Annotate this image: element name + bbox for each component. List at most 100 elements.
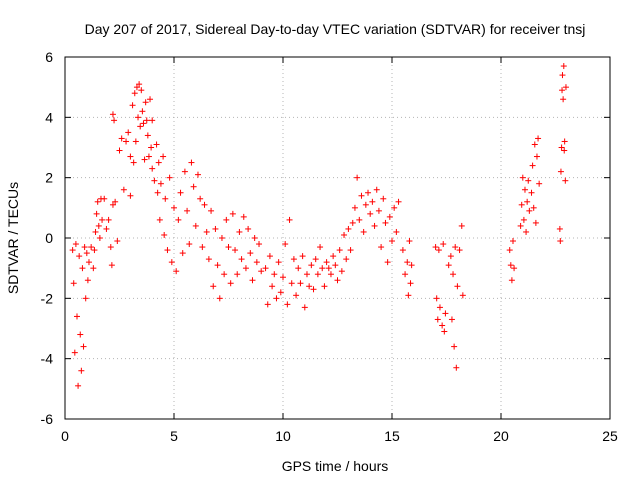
y-tick-label: -6 (41, 411, 54, 427)
data-point (262, 265, 269, 272)
data-point (175, 216, 182, 223)
y-tick-label: 2 (45, 170, 53, 186)
data-point (531, 141, 538, 148)
data-point (536, 180, 543, 187)
data-point (323, 259, 330, 266)
data-point (399, 247, 406, 254)
data-point (79, 265, 86, 272)
data-point (205, 256, 212, 263)
data-point (71, 349, 78, 356)
data-point (314, 271, 321, 278)
data-point (356, 216, 363, 223)
data-point (190, 183, 197, 190)
data-point (530, 204, 537, 211)
data-point (559, 87, 566, 94)
data-point (447, 253, 454, 260)
data-point (456, 247, 463, 254)
data-point (525, 177, 532, 184)
data-point (133, 84, 140, 91)
data-point (73, 313, 80, 320)
data-point (451, 343, 458, 350)
data-point (391, 204, 398, 211)
grid (65, 57, 610, 419)
data-point (284, 301, 291, 308)
data-point (137, 123, 144, 130)
data-point (367, 210, 374, 217)
y-tick-label: 6 (45, 49, 53, 65)
data-point (179, 250, 186, 257)
data-point (345, 225, 352, 232)
data-point (520, 216, 527, 223)
y-axis-title: SDTVAR / TECUs (5, 182, 21, 294)
data-point (506, 247, 513, 254)
data-point (306, 283, 313, 290)
data-point (362, 201, 369, 208)
data-point (440, 241, 447, 248)
data-point (108, 262, 115, 269)
data-point (147, 96, 154, 103)
data-point (526, 207, 533, 214)
data-point (83, 250, 90, 257)
data-point (162, 195, 169, 202)
data-point (72, 241, 79, 248)
x-tick-label: 5 (170, 428, 178, 444)
data-point (251, 235, 258, 241)
data-point (365, 189, 372, 196)
data-point (156, 216, 163, 223)
data-point (123, 138, 130, 145)
data-point (138, 87, 145, 94)
data-point (288, 280, 295, 287)
data-point (214, 262, 221, 269)
data-point (109, 111, 116, 118)
data-point (136, 81, 143, 88)
data-point (184, 207, 191, 214)
data-point (338, 268, 345, 275)
data-point (406, 238, 413, 245)
data-point (132, 138, 139, 145)
data-point (125, 129, 132, 136)
data-point (404, 259, 411, 266)
data-point (327, 271, 334, 278)
data-point (384, 259, 391, 266)
data-point (269, 283, 276, 290)
data-point (81, 244, 88, 251)
data-point (78, 367, 85, 374)
data-point (264, 301, 271, 308)
data-point (380, 195, 387, 202)
data-point (223, 216, 230, 223)
data-point (160, 153, 167, 160)
data-point (90, 265, 97, 272)
data-point (393, 228, 400, 235)
data-point (558, 144, 565, 151)
data-point (148, 144, 155, 151)
data-point (135, 114, 142, 121)
data-point (149, 165, 156, 172)
data-point (203, 228, 210, 235)
data-point (212, 225, 219, 232)
data-point (166, 174, 173, 181)
data-point (405, 292, 412, 299)
data-point (149, 117, 156, 124)
data-point (310, 286, 317, 293)
data-point (245, 225, 252, 232)
data-point (517, 222, 524, 229)
data-point (234, 271, 241, 278)
data-point (232, 247, 239, 254)
data-point (439, 322, 446, 329)
data-point (533, 153, 540, 160)
data-point (375, 207, 382, 214)
data-point (378, 244, 385, 251)
data-point (143, 117, 150, 124)
data-point (273, 295, 280, 302)
data-point (164, 247, 171, 254)
data-point (336, 247, 343, 254)
data-point (297, 280, 304, 287)
data-point (561, 138, 568, 145)
data-point (508, 277, 515, 284)
data-point (523, 228, 530, 235)
data-point (192, 222, 199, 229)
data-point (317, 244, 324, 251)
data-point (253, 259, 260, 266)
data-point (82, 295, 89, 302)
data-point (161, 231, 168, 238)
